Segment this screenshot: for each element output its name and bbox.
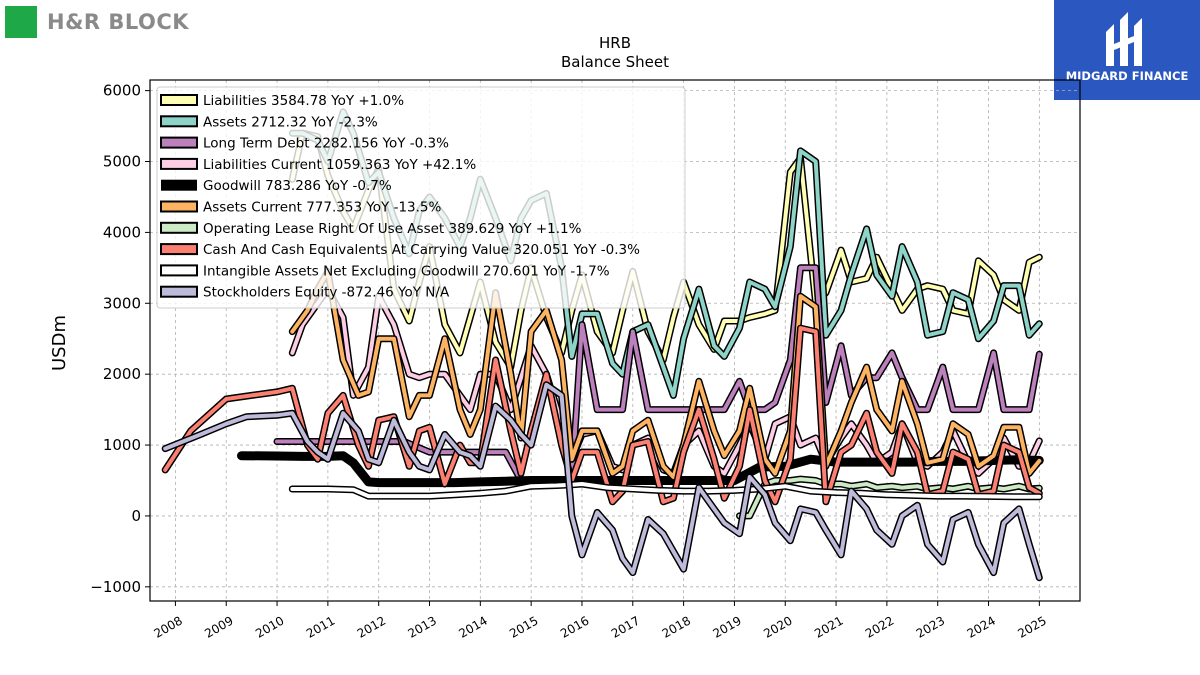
y-axis-label: USDm (49, 315, 70, 371)
legend-swatch (160, 285, 198, 298)
y-tick-label: 3000 (103, 294, 141, 312)
chart-title: HRB (599, 34, 631, 52)
legend-swatch (161, 179, 197, 191)
x-tick-label: 2009 (202, 613, 235, 640)
legend-item: Cash And Cash Equivalents At Carrying Va… (160, 242, 640, 258)
y-tick-label: 4000 (103, 223, 141, 241)
y-tick-label: 2000 (103, 365, 141, 383)
y-tick-label: −1000 (90, 578, 141, 596)
legend-label: Liabilities Current 1059.363 YoY +42.1% (203, 157, 476, 173)
legend-swatch (160, 136, 198, 149)
legend-swatch (160, 94, 198, 106)
series-line (275, 265, 1042, 483)
x-tick-label: 2018 (660, 613, 693, 640)
series-line (290, 482, 1042, 499)
legend-swatch (160, 200, 198, 213)
plot-frame (149, 79, 1081, 602)
legend-label: Assets Current 777.353 YoY -13.5% (203, 200, 442, 216)
chart-subtitle: Balance Sheet (561, 53, 669, 71)
legend-item: Liabilities 3584.78 YoY +1.0% (160, 93, 404, 109)
legend-label: Cash And Cash Equivalents At Carrying Va… (203, 242, 640, 258)
x-tick-label: 2013 (406, 613, 439, 640)
legend-swatch (160, 243, 198, 256)
x-tick-label: 2024 (965, 613, 998, 640)
legend-label: Operating Lease Right Of Use Asset 389.6… (203, 221, 582, 237)
series-intangible-assets-net-excluding-goodwill (288, 480, 1043, 501)
x-tick-label: 2021 (812, 613, 845, 640)
x-tick-label: 2023 (914, 613, 947, 640)
x-tick-label: 2016 (558, 613, 591, 640)
logo-square-icon (5, 6, 37, 38)
legend-label: Intangible Assets Net Excluding Goodwill… (203, 263, 610, 279)
legend-label: Long Term Debt 2282.156 YoY -0.3% (203, 136, 449, 152)
midgard-mark-icon (1106, 12, 1142, 66)
y-tick-label: 0 (131, 507, 141, 525)
x-tick-label: 2020 (761, 613, 794, 640)
legend-item: Long Term Debt 2282.156 YoY -0.3% (160, 136, 449, 152)
legend-item: Intangible Assets Net Excluding Goodwill… (160, 263, 610, 279)
x-tick-label: 2015 (507, 613, 540, 640)
legend-swatch (160, 221, 198, 234)
legend: Liabilities 3584.78 YoY +1.0% Assets 2712… (156, 86, 686, 309)
legend-swatch (160, 115, 198, 128)
legend-item: Assets Current 777.353 YoY -13.5% (160, 200, 442, 216)
x-tick-label: 2012 (355, 613, 388, 640)
x-tick-label: 2008 (151, 613, 184, 640)
legend-item: Stockholders Equity -872.46 YoY N/A (160, 285, 450, 301)
legend-box (156, 86, 686, 309)
series-assets-current (288, 267, 1043, 481)
legend-item: Liabilities Current 1059.363 YoY +42.1% (160, 157, 476, 173)
series-long-term-debt (273, 264, 1043, 484)
legend-item: Assets 2712.32 YoY -2.3% (160, 114, 378, 130)
legend-item: Operating Lease Right Of Use Asset 389.6… (160, 221, 582, 237)
legend-label: Assets 2712.32 YoY -2.3% (203, 114, 378, 130)
hr-block-logo: H&R BLOCK (5, 6, 189, 38)
legend-label: Liabilities 3584.78 YoY +1.0% (203, 93, 404, 109)
logo-text: H&R BLOCK (47, 10, 190, 34)
x-tick-label: 2017 (609, 613, 642, 640)
x-tick-label: 2011 (304, 613, 337, 640)
y-tick-label: 6000 (103, 82, 141, 100)
legend-swatch (160, 157, 198, 170)
series-line (163, 382, 1042, 580)
x-tick-label: 2019 (710, 613, 743, 640)
legend-item: Goodwill 783.286 YoY -0.7% (161, 178, 392, 194)
legend-swatch (160, 264, 198, 277)
x-tick-label: 2014 (456, 613, 489, 640)
y-tick-label: 1000 (103, 436, 141, 454)
x-axis: 2008 2009 2010 2011 2012 2013 2014 2015 2016 2017… (151, 601, 1049, 641)
legend-label: Stockholders Equity -872.46 YoY N/A (203, 285, 450, 301)
legend-label: Goodwill 783.286 YoY -0.7% (203, 178, 392, 194)
series-line (290, 269, 1042, 479)
logo-text: MIDGARD FINANCE (1065, 69, 1189, 83)
y-axis: −1000 0 1000 2000 3000 4000 5000 6000 (90, 82, 150, 596)
x-tick-label: 2025 (1015, 613, 1048, 640)
series-stockholders-equity (161, 381, 1043, 582)
x-tick-label: 2022 (863, 613, 896, 640)
y-tick-label: 5000 (103, 153, 141, 171)
x-tick-label: 2010 (253, 613, 286, 640)
midgard-finance-logo: MIDGARD FINANCE (1054, 0, 1200, 100)
